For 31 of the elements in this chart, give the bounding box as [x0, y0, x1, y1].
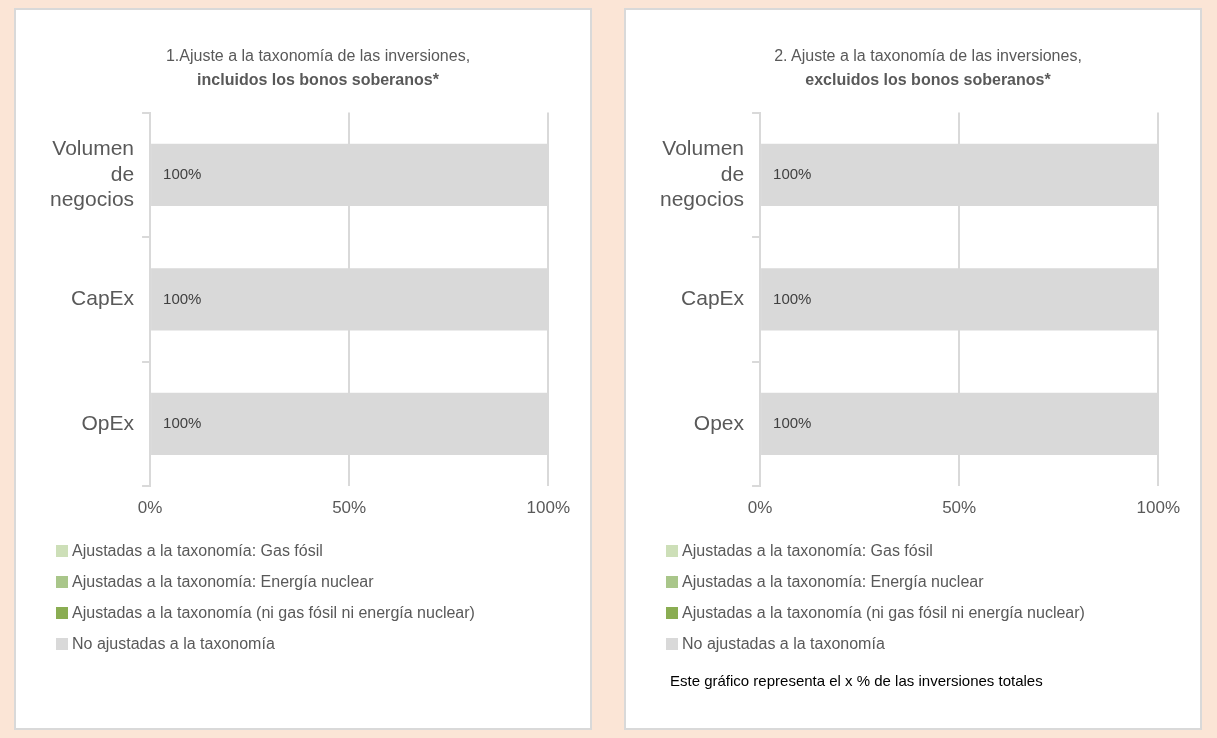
- data-label: 100%: [163, 414, 202, 432]
- chart-title: 2. Ajuste a la taxonomía de las inversiones,: [773, 46, 1083, 66]
- legend-label: Ajustadas a la taxonomía (ni gas fósil ni energía nuclear): [682, 604, 1085, 622]
- x-tick-label: 100%: [1136, 498, 1180, 518]
- legend-label: Ajustadas a la taxonomía: Gas fósil: [682, 542, 933, 560]
- chart-title: 1.Ajuste a la taxonomía de las inversiones,: [164, 46, 472, 66]
- text: Este gráfico representa el x % de las inversiones totales: [669, 671, 1044, 689]
- y-tick-label: Opex: [693, 410, 745, 434]
- chart-subtitle: incluidos los bonos soberanos*: [196, 70, 440, 90]
- y-tick-label: CapEx: [681, 286, 745, 310]
- y-tick-label: Volumen de negocios: [660, 136, 745, 210]
- legend-label: No ajustadas a la taxonomía: [72, 635, 275, 653]
- data-label: 100%: [163, 289, 202, 307]
- x-tick-label: 100%: [526, 498, 570, 518]
- x-tick-label: 0%: [137, 498, 163, 518]
- x-tick-label: 0%: [747, 498, 773, 518]
- y-tick-label: Volumen de negocios: [50, 136, 135, 210]
- x-tick-label: 50%: [332, 498, 367, 518]
- data-label: 100%: [773, 165, 812, 183]
- x-tick-label: 50%: [942, 498, 977, 518]
- legend-label: Ajustadas a la taxonomía: Energía nuclear: [72, 573, 374, 591]
- y-tick-label: CapEx: [71, 286, 135, 310]
- legend-label: Ajustadas a la taxonomía: Energía nuclear: [682, 573, 984, 591]
- legend-label: Ajustadas a la taxonomía (ni gas fósil ni energía nuclear): [72, 604, 475, 622]
- data-label: 100%: [163, 165, 202, 183]
- data-label: 100%: [773, 289, 812, 307]
- chart-subtitle: excluidos los bonos soberanos*: [804, 70, 1052, 90]
- legend-label: No ajustadas a la taxonomía: [682, 635, 885, 653]
- legend-label: Ajustadas a la taxonomía: Gas fósil: [72, 542, 323, 560]
- data-label: 100%: [773, 414, 812, 432]
- y-tick-label: OpEx: [81, 410, 135, 434]
